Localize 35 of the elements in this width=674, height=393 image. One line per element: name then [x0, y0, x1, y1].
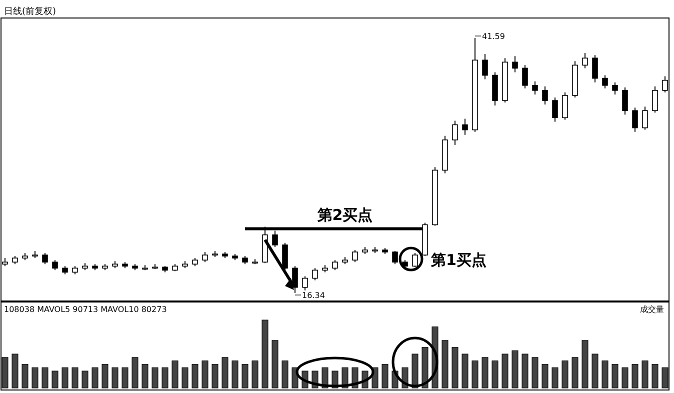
candlestick	[452, 120, 458, 146]
chart-title: 108038 MAVOL5 90713 MAVOL10 80273	[4, 305, 167, 314]
candlestick	[42, 252, 48, 265]
candlestick	[642, 106, 648, 130]
annotation: 16.34	[302, 291, 325, 300]
candlestick	[52, 260, 58, 271]
candlestick	[602, 74, 608, 89]
candlestick	[482, 54, 488, 80]
candlestick	[332, 260, 338, 271]
candlestick	[392, 250, 398, 265]
chart-title: 日线(前复权)	[4, 6, 56, 17]
candlestick	[512, 56, 518, 73]
candlestick	[292, 266, 298, 294]
candlestick	[612, 82, 618, 95]
ref-line-label: 第2买点	[316, 206, 373, 224]
annotation: 第1买点	[430, 251, 486, 270]
candlestick	[302, 276, 308, 291]
candlestick	[312, 268, 318, 281]
candlestick	[282, 242, 288, 271]
candlestick	[412, 252, 418, 268]
candlestick	[582, 52, 588, 69]
candlestick	[552, 96, 558, 122]
candlestick	[532, 80, 538, 95]
candlestick	[462, 118, 468, 136]
candlestick	[592, 54, 598, 83]
candlestick	[542, 86, 548, 106]
candlestick	[202, 252, 208, 263]
candlestick	[522, 64, 528, 89]
candlestick	[652, 86, 658, 114]
candlestick	[632, 107, 638, 132]
chart-subtitle: 成交量	[640, 305, 664, 314]
annotation: 41.59	[482, 32, 505, 41]
candlestick	[622, 86, 628, 116]
candlestick	[562, 92, 568, 120]
candlestick	[352, 249, 358, 263]
